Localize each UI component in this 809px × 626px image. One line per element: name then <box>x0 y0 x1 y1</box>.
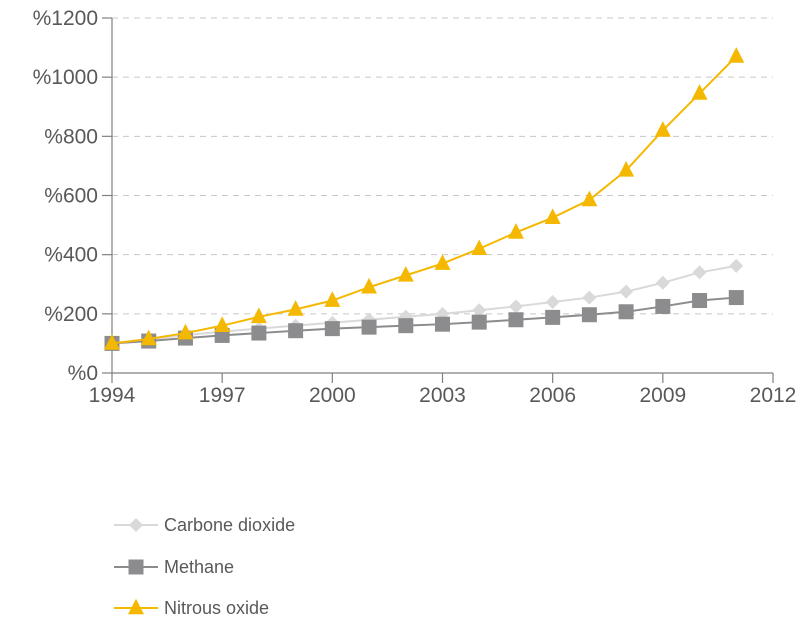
data-point-nitrous-oxide <box>177 323 194 340</box>
y-tick-label: %600 <box>44 185 98 208</box>
x-tick-label: 2009 <box>639 384 686 407</box>
y-tick-label: %400 <box>44 244 98 267</box>
legend-marker-square <box>128 559 144 575</box>
data-point-carbone-dioxide <box>582 290 597 305</box>
data-point-methane <box>288 323 304 339</box>
data-point-methane <box>251 325 267 341</box>
legend-marker-triangle <box>128 598 144 615</box>
data-point-methane <box>361 319 377 335</box>
x-tick-label: 2003 <box>419 384 466 407</box>
data-point-carbone-dioxide <box>619 284 634 299</box>
data-point-nitrous-oxide <box>507 223 524 239</box>
data-point-nitrous-oxide <box>728 47 745 63</box>
legend-marker-diamond <box>129 518 143 532</box>
series-lines <box>104 47 745 351</box>
series-nitrous-oxide <box>104 47 745 350</box>
data-point-carbone-dioxide <box>692 265 707 280</box>
series-line-methane <box>111 296 737 345</box>
data-point-nitrous-oxide <box>361 277 378 294</box>
axes: %0 %200 %400 %600 %800 %1000 %1200 1994 1997 2000… <box>33 7 797 407</box>
data-point-methane <box>398 318 414 334</box>
data-point-nitrous-oxide <box>250 307 267 324</box>
legend-label: Nitrous oxide <box>164 598 269 618</box>
data-point-carbone-dioxide <box>655 275 670 290</box>
series-methane <box>104 290 744 351</box>
data-point-methane <box>545 309 561 325</box>
data-point-nitrous-oxide <box>397 266 414 282</box>
data-point-nitrous-oxide <box>287 300 304 316</box>
y-tick-label: %800 <box>44 125 98 148</box>
data-point-nitrous-oxide <box>324 291 341 307</box>
series-line-carbone-dioxide <box>111 264 737 345</box>
data-point-nitrous-oxide <box>214 316 231 332</box>
data-point-carbone-dioxide <box>545 295 560 309</box>
x-tick-label: 2012 <box>750 384 797 407</box>
data-point-methane <box>508 312 524 328</box>
data-point-nitrous-oxide <box>140 329 157 346</box>
data-point-nitrous-oxide <box>544 208 561 224</box>
data-point-nitrous-oxide <box>654 121 671 137</box>
x-tick-label: 1997 <box>199 384 246 407</box>
legend-label: Methane <box>164 557 234 577</box>
data-point-methane <box>324 321 340 337</box>
data-point-methane <box>581 307 597 323</box>
data-point-methane <box>471 314 487 330</box>
series-line-nitrous-oxide <box>111 55 737 345</box>
data-point-methane <box>655 298 671 314</box>
legend-item-nitrous-oxide: Nitrous oxide <box>114 598 269 618</box>
legend-label: Carbone dioxide <box>164 515 295 535</box>
legend-item-carbone-dioxide: Carbone dioxide <box>114 515 295 535</box>
data-point-carbone-dioxide <box>472 303 487 318</box>
x-tick-label: 2000 <box>309 384 356 407</box>
data-point-methane <box>435 316 450 332</box>
x-tick-label: 2006 <box>529 384 576 407</box>
data-point-carbone-dioxide <box>729 258 744 273</box>
legend: Carbone dioxide Methane Nitrous oxide <box>114 515 295 618</box>
legend-item-methane: Methane <box>114 557 234 577</box>
data-point-methane <box>618 304 634 320</box>
data-point-nitrous-oxide <box>618 161 635 177</box>
data-point-nitrous-oxide <box>434 254 451 270</box>
y-tick-label: %1200 <box>33 7 98 30</box>
data-point-methane <box>728 290 744 306</box>
data-point-carbone-dioxide <box>508 299 523 314</box>
data-point-nitrous-oxide <box>471 239 488 256</box>
y-tick-label: %0 <box>68 362 98 385</box>
data-point-nitrous-oxide <box>691 84 708 100</box>
data-point-nitrous-oxide <box>581 190 598 207</box>
data-point-nitrous-oxide <box>104 334 120 350</box>
data-point-methane <box>692 293 708 309</box>
y-tick-label: %1000 <box>33 66 98 89</box>
x-tick-label: 1994 <box>89 384 136 407</box>
y-tick-label: %200 <box>44 303 98 326</box>
